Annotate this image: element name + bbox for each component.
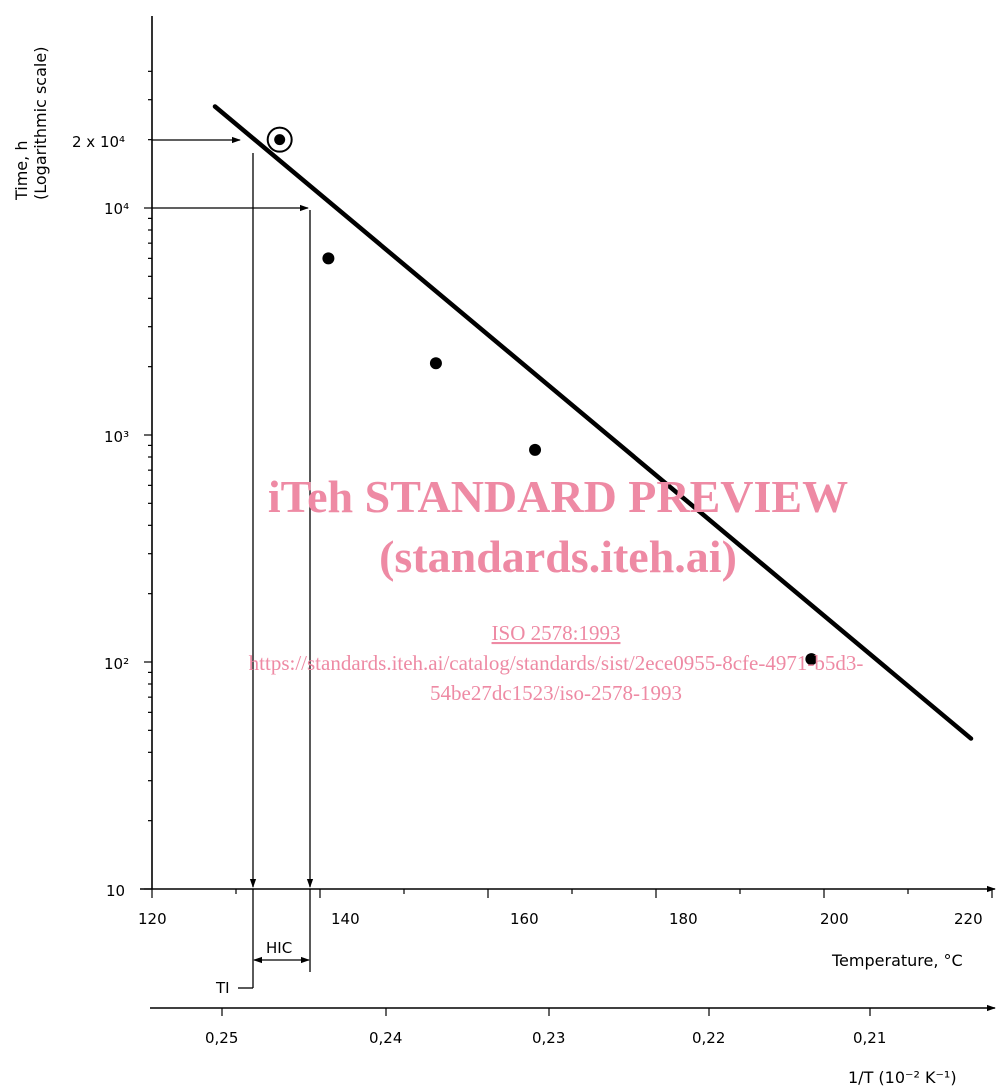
hic-label: HIC	[266, 939, 292, 957]
y-axis-subtitle: (Logarithmic scale)	[31, 47, 50, 200]
data-point-4	[805, 653, 818, 666]
y-tick-label-10: 10	[106, 882, 125, 900]
data-points	[322, 252, 818, 666]
ti-label: TI	[215, 979, 230, 997]
x-tick-label-220: 220	[954, 910, 983, 928]
highlight-point	[274, 134, 286, 146]
x-tick-label-200: 200	[820, 910, 849, 928]
x2-tick-label-0-22: 0,22	[692, 1029, 725, 1047]
data-point-3	[529, 443, 542, 456]
data-point-1	[322, 252, 335, 265]
watermark-line3: ISO 2578:1993	[492, 621, 621, 645]
watermark-line5: 54be27dc1523/iso-2578-1993	[430, 681, 682, 705]
x2-tick-label-0-21: 0,21	[853, 1029, 886, 1047]
y-tick-label-2x10-4: 2 x 10⁴	[72, 133, 125, 151]
data-point-2	[429, 357, 442, 370]
x2-tick-label-0-25: 0,25	[205, 1029, 238, 1047]
y-tick-label-10-3: 10³	[104, 428, 129, 446]
y-tick-label-10-4: 10⁴	[104, 200, 129, 218]
y-axis-title: Time, h	[12, 141, 31, 201]
watermark-line4: https://standards.iteh.ai/catalog/standa…	[249, 651, 864, 675]
x2-tick-label-0-23: 0,23	[532, 1029, 565, 1047]
x-tick-label-180: 180	[669, 910, 698, 928]
x-axis-ticks	[151, 889, 993, 898]
watermark-line2: (standards.iteh.ai)	[379, 531, 737, 582]
y-axis-ticks	[144, 70, 152, 890]
x-tick-label-120: 120	[138, 910, 167, 928]
x2-axis-ticks	[221, 1008, 871, 1016]
watermark-line1: iTeh STANDARD PREVIEW	[268, 471, 848, 522]
regression-line	[212, 104, 974, 741]
x-axis-title: Temperature, °C	[831, 951, 963, 970]
x-tick-label-160: 160	[510, 910, 539, 928]
x-tick-label-140: 140	[331, 910, 360, 928]
y-tick-label-10-2: 10²	[104, 655, 129, 673]
x2-axis-title: 1/T (10⁻² K⁻¹)	[848, 1068, 957, 1087]
x2-tick-label-0-24: 0,24	[369, 1029, 402, 1047]
